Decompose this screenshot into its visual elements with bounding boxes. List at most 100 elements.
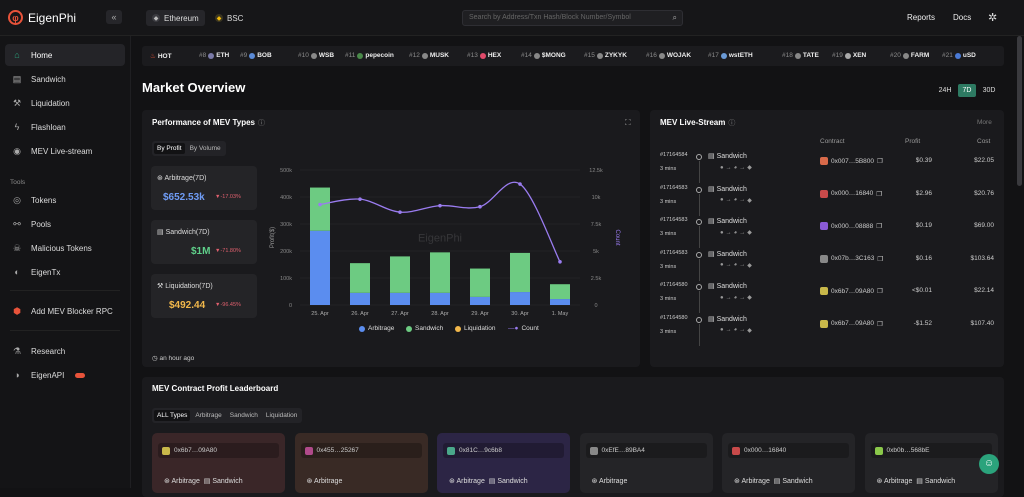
block-number[interactable]: #17164584 [660, 152, 688, 158]
hot-token-item[interactable]: #12 MUSK [409, 52, 449, 59]
legend-liquidation[interactable]: Liquidation [455, 325, 495, 332]
legend-sandwich[interactable]: Sandwich [406, 325, 443, 332]
hot-token-item[interactable]: #19 XEN [832, 52, 867, 59]
eigenphi-logo-icon: φ [8, 10, 23, 25]
live-stream-row[interactable]: #17164583 3 mins ▤ Sandwich ● → ◕ → ◆ 0x07b…3C16… [660, 249, 996, 281]
swap-path: ● → ◕ → ◆ [720, 229, 752, 237]
live-stream-row[interactable]: #17164580 3 mins ▤ Sandwich ● → ◕ → ◆ 0x6b7…09A8… [660, 314, 996, 346]
tab-liquidation[interactable]: Liquidation [265, 412, 298, 419]
contract-address[interactable]: 0x6b7…09A80 ❐ [820, 319, 883, 328]
sandwich-icon: ▤ [12, 73, 22, 84]
hot-token-item[interactable]: #18 TATE [782, 52, 819, 59]
contract-address[interactable]: 0x6b7…09A80 [158, 443, 279, 458]
leaderboard-card[interactable]: 0xb0b…568bE ⊛ Arbitrage ▤ Sandwich [864, 433, 998, 493]
chain-bsc-button[interactable]: ◆ BSC [209, 10, 249, 26]
sidebar-item-eigentx[interactable]: ◐ EigenTx [5, 261, 125, 283]
leaderboard-card[interactable]: 0x000…16840 ⊛ Arbitrage ▤ Sandwich [722, 433, 855, 493]
live-stream-row[interactable]: #17164580 3 mins ▤ Sandwich ● → ◕ → ◆ 0x6b7…09A8… [660, 282, 996, 313]
sidebar-item-live-stream[interactable]: ◉ MEV Live-stream [5, 140, 125, 162]
sidebar-item-research[interactable]: ⚗ Research [5, 340, 125, 362]
token-icon [533, 52, 540, 59]
info-icon[interactable]: ⓘ [728, 120, 736, 127]
block-number[interactable]: #17164583 [660, 217, 688, 223]
tab-by-volume[interactable]: By Volume [189, 145, 221, 152]
contract-address[interactable]: 0x455…25267 [300, 443, 422, 458]
add-mev-blocker-button[interactable]: ⬢ Add MEV Blocker RPC [5, 300, 125, 322]
live-stream-row[interactable]: #17164584 3 mins ▤ Sandwich ● → ◕ → ◆ 0x007…5B80… [660, 152, 996, 183]
sidebar-item-eigenapi[interactable]: ◑ EigenAPI [5, 364, 125, 386]
copy-icon[interactable]: ❐ [877, 320, 883, 328]
chain-ethereum-button[interactable]: ◆ Ethereum [146, 10, 205, 26]
hot-token-item[interactable]: #15 ZYKYK [584, 52, 627, 59]
tab-sandwich[interactable]: Sandwich [229, 412, 258, 419]
contract-address[interactable]: 0x000…08888 ❐ [820, 222, 882, 230]
hot-token-item[interactable]: #21 uSD [942, 52, 976, 59]
copy-icon[interactable]: ❐ [876, 190, 883, 198]
block-number[interactable]: #17164583 [660, 249, 688, 256]
range-30d-button[interactable]: 30D [982, 87, 996, 94]
hot-token-item[interactable]: #10 WSB [298, 52, 335, 59]
collapse-sidebar-button[interactable]: « [106, 10, 122, 24]
contract-address[interactable]: 0xEfE…89BA4 [585, 443, 707, 458]
contract-address[interactable]: 0x07b…3C163 ❐ [820, 254, 884, 263]
hot-token-item[interactable]: #8 ETH [199, 52, 230, 59]
contract-address[interactable]: 0x000…16840 ❐ [820, 189, 883, 198]
stat-card-arbitrage[interactable]: ⊛ Arbitrage(7D) $652.53k ▼-17.03% [151, 166, 257, 210]
legend-count[interactable]: —● Count [508, 325, 539, 332]
range-7d-button[interactable]: 7D [958, 84, 976, 97]
chat-support-button[interactable]: ☺ [979, 454, 999, 474]
copy-icon[interactable]: ❐ [876, 223, 883, 230]
leaderboard-card[interactable]: 0x81C…9c6b8 ⊛ Arbitrage ▤ Sandwich [437, 433, 570, 493]
hot-token-item[interactable]: #13 HEX [467, 52, 502, 59]
sidebar-item-home[interactable]: ⌂ Home [5, 44, 125, 66]
sidebar-item-tokens[interactable]: ◎ Tokens [5, 189, 125, 211]
leaderboard-card[interactable]: 0x455…25267 ⊛ Arbitrage [294, 433, 428, 493]
sidebar-item-flashloan[interactable]: ϟ Flashloan [5, 116, 125, 138]
logo[interactable]: φ EigenPhi [8, 10, 76, 25]
contract-address[interactable]: 0xb0b…568bE [870, 443, 992, 458]
copy-icon[interactable]: ❐ [877, 158, 883, 165]
sidebar-item-liquidation[interactable]: ⚒ Liquidation [5, 92, 125, 114]
hot-token-item[interactable]: #16 WOJAK [646, 52, 692, 59]
block-number[interactable]: #17164580 [660, 314, 688, 321]
contract-address[interactable]: 0x007…5B800 ❐ [820, 157, 883, 165]
hot-token-item[interactable]: #20 FARM [890, 52, 930, 59]
contract-address[interactable]: 0x6b7…09A80 ❐ [820, 287, 883, 295]
leaderboard-card[interactable]: 0xEfE…89BA4 ⊛ Arbitrage [579, 433, 713, 493]
contract-address[interactable]: 0x81C…9c6b8 [443, 443, 564, 458]
leaderboard-card[interactable]: 0x6b7…09A80 ⊛ Arbitrage ▤ Sandwich [152, 433, 285, 493]
fullscreen-icon[interactable]: ⛶ [625, 118, 631, 127]
stream-icon: ◉ [13, 145, 21, 156]
stat-card-sandwich[interactable]: ▤ Sandwich(7D) $1M ▼-71.80% [151, 220, 257, 264]
copy-icon[interactable]: ❐ [877, 288, 883, 295]
range-24h-button[interactable]: 24H [938, 87, 952, 94]
docs-link[interactable]: Docs [953, 13, 972, 22]
copy-icon[interactable]: ❐ [877, 255, 884, 263]
sidebar-item-sandwich[interactable]: ▤ Sandwich [5, 68, 125, 90]
hot-token-item[interactable]: #11 pepecoin [345, 52, 394, 59]
info-icon[interactable]: ⓘ [258, 120, 265, 127]
contract-address[interactable]: 0x000…16840 [728, 443, 849, 458]
search-icon[interactable]: ⌕ [672, 13, 677, 22]
more-link[interactable]: More [977, 119, 992, 126]
search-input[interactable]: Search by Address/Txn Hash/Block Number/… [462, 10, 683, 26]
hot-token-item[interactable]: #9 BOB [240, 52, 272, 59]
block-number[interactable]: #17164583 [660, 184, 688, 191]
live-stream-row[interactable]: #17164583 3 mins ▤ Sandwich ● → ◕ → ◆ 0x000…1684… [660, 184, 996, 216]
tab-arbitrage[interactable]: Arbitrage [195, 412, 222, 419]
time-ago: 3 mins [660, 263, 677, 270]
page-scrollbar[interactable] [1017, 36, 1022, 186]
hot-token-item[interactable]: #14 $MONG [521, 52, 566, 59]
tab-all-types[interactable]: ALL Types [154, 410, 191, 421]
legend-arbitrage[interactable]: Arbitrage [359, 325, 394, 332]
tab-by-profit[interactable]: By Profit [154, 143, 185, 154]
sidebar-item-malicious-tokens[interactable]: ☠ Malicious Tokens [5, 237, 125, 259]
token-icon: ● [720, 164, 724, 171]
stat-card-liquidation[interactable]: ⚒ Liquidation(7D) $492.44 ▼-96.45% [151, 274, 257, 318]
block-number[interactable]: #17164580 [660, 282, 688, 288]
sidebar-item-pools[interactable]: ⚯ Pools [5, 213, 125, 235]
live-stream-row[interactable]: #17164583 3 mins ▤ Sandwich ● → ◕ → ◆ 0x000…0888… [660, 217, 996, 248]
reports-link[interactable]: Reports [907, 13, 936, 22]
settings-gear-icon[interactable]: ✲ [988, 12, 998, 24]
hot-token-item[interactable]: #17 wstETH [708, 52, 753, 59]
